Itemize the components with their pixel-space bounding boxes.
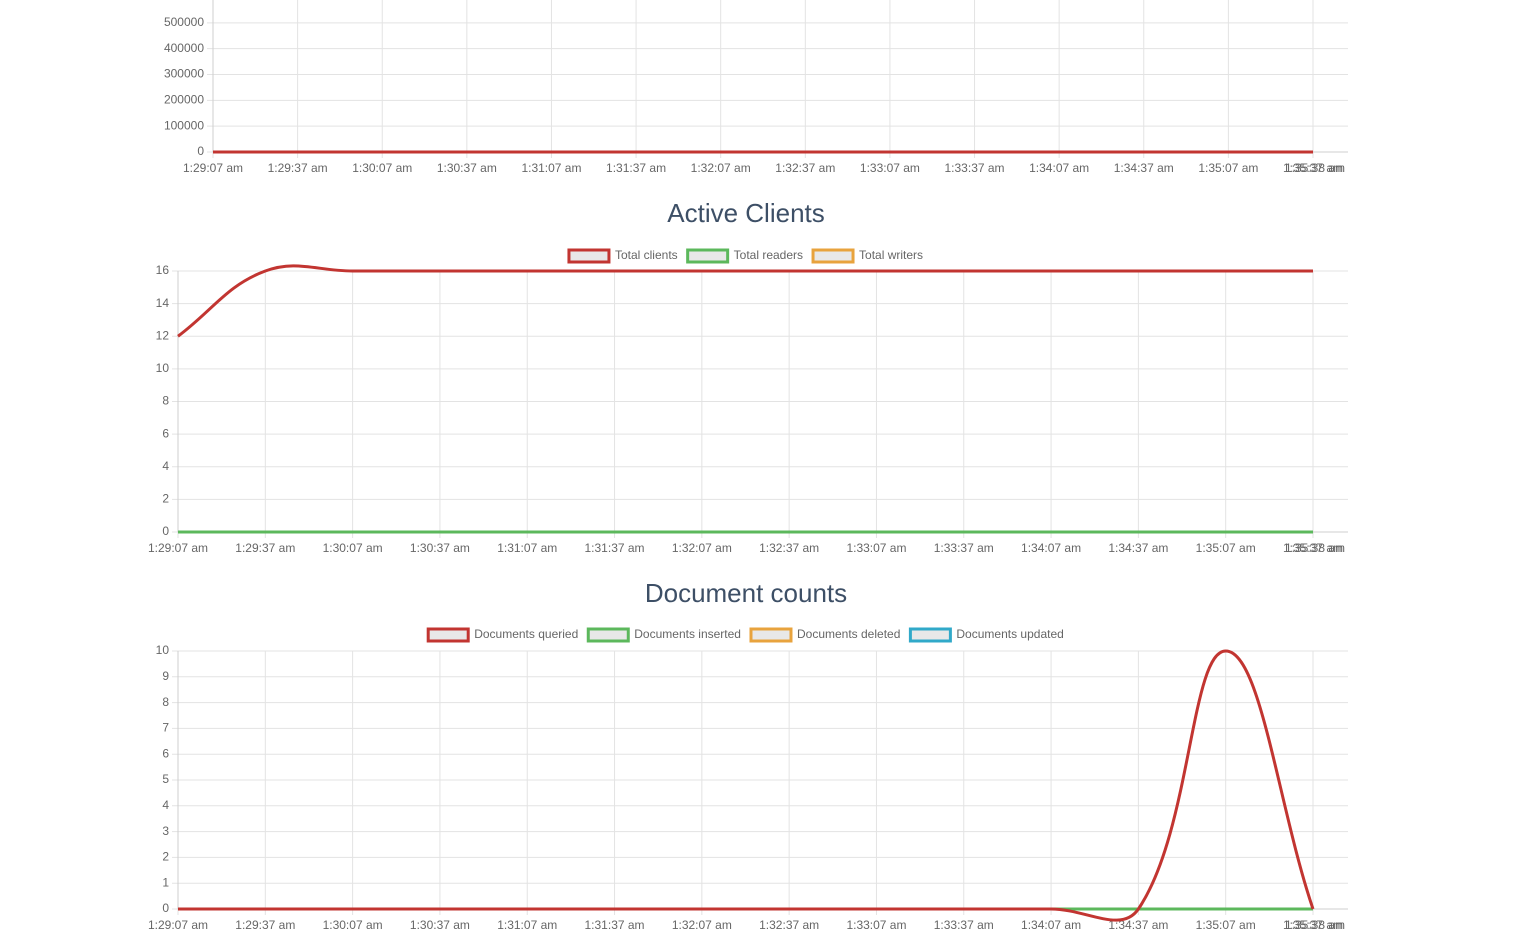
y-tick-label: 100000: [164, 118, 204, 132]
x-tick-label: 1:30:37 am: [410, 541, 470, 555]
x-tick-label: 1:30:37 am: [410, 918, 470, 932]
x-tick-label: 1:31:07 am: [521, 161, 581, 175]
x-tick-label: 1:31:37 am: [606, 161, 666, 175]
x-tick-label: 1:29:07 am: [148, 541, 208, 555]
y-tick-label: 0: [162, 901, 169, 915]
series-line: [177, 649, 1315, 922]
legend-label: Documents inserted: [634, 627, 741, 641]
x-tick-label: 1:34:37 am: [1108, 541, 1168, 555]
y-tick-label: 0: [162, 524, 169, 538]
legend-swatch: [811, 248, 855, 264]
x-tick-label: 1:32:37 am: [759, 918, 819, 932]
legend-label: Total writers: [859, 248, 923, 262]
x-tick-label: 1:29:37 am: [268, 161, 328, 175]
x-tick-label: 1:31:37 am: [585, 918, 645, 932]
x-tick-label: 1:34:37 am: [1108, 918, 1168, 932]
x-tick-label: 1:33:37 am: [934, 918, 994, 932]
y-tick-label: 14: [156, 296, 170, 310]
x-tick-label: 1:29:07 am: [148, 918, 208, 932]
x-tick-label: 1:29:37 am: [235, 541, 295, 555]
x-tick-label: 1:30:37 am: [437, 161, 497, 175]
legend-swatch: [908, 627, 952, 643]
y-tick-label: 1: [162, 875, 169, 889]
chart-title: Active Clients: [667, 198, 825, 228]
y-tick-label: 600000: [164, 0, 204, 3]
x-tick-label: 1:29:07 am: [183, 161, 243, 175]
legend-swatch: [586, 627, 630, 643]
x-tick-label: 1:30:07 am: [352, 161, 412, 175]
y-tick-label: 7: [162, 721, 169, 735]
x-tick-label: 1:35:38 am: [1285, 161, 1345, 175]
y-tick-label: 8: [162, 695, 169, 709]
y-tick-label: 300000: [164, 67, 204, 81]
x-tick-label: 1:34:07 am: [1029, 161, 1089, 175]
y-tick-label: 8: [162, 394, 169, 408]
x-tick-label: 1:30:07 am: [323, 918, 383, 932]
y-tick-label: 200000: [164, 93, 204, 107]
y-tick-label: 6: [162, 746, 169, 760]
x-tick-label: 1:33:07 am: [860, 161, 920, 175]
y-tick-label: 4: [162, 798, 169, 812]
x-tick-label: 1:35:07 am: [1196, 918, 1256, 932]
x-tick-label: 1:32:07 am: [672, 918, 732, 932]
legend-label: Documents deleted: [797, 627, 900, 641]
legend-label: Total clients: [615, 248, 678, 262]
legend-swatch: [686, 248, 730, 264]
y-tick-label: 5: [162, 772, 169, 786]
x-tick-label: 1:33:07 am: [846, 541, 906, 555]
y-tick-label: 400000: [164, 41, 204, 55]
x-tick-label: 1:35:07 am: [1196, 541, 1256, 555]
legend-swatch: [426, 627, 470, 643]
x-tick-label: 1:35:37 am: [1283, 161, 1343, 175]
x-tick-label: 1:32:07 am: [691, 161, 751, 175]
y-tick-label: 3: [162, 824, 169, 838]
x-tick-label: 1:33:37 am: [934, 541, 994, 555]
y-tick-label: 2: [162, 492, 169, 506]
y-tick-label: 9: [162, 669, 169, 683]
x-tick-label: 1:34:07 am: [1021, 541, 1081, 555]
y-tick-label: 0: [197, 144, 204, 158]
y-tick-label: 4: [162, 459, 169, 473]
y-tick-label: 6: [162, 426, 169, 440]
x-tick-label: 1:32:37 am: [759, 541, 819, 555]
y-tick-label: 12: [156, 328, 170, 342]
x-tick-label: 1:30:07 am: [323, 541, 383, 555]
series-line: [177, 264, 1313, 338]
y-tick-label: 10: [156, 361, 170, 375]
x-tick-label: 1:35:37 am: [1283, 541, 1343, 555]
x-tick-label: 1:33:37 am: [945, 161, 1005, 175]
legend-label: Total readers: [734, 248, 803, 262]
y-tick-label: 10: [156, 643, 170, 657]
x-tick-label: 1:32:07 am: [672, 541, 732, 555]
x-tick-label: 1:34:37 am: [1114, 161, 1174, 175]
x-tick-label: 1:31:07 am: [497, 918, 557, 932]
y-tick-label: 16: [156, 263, 170, 277]
x-tick-label: 1:35:37 am: [1283, 918, 1343, 932]
y-tick-label: 2: [162, 850, 169, 864]
y-tick-label: 500000: [164, 15, 204, 29]
x-tick-label: 1:32:37 am: [775, 161, 835, 175]
x-tick-label: 1:35:07 am: [1198, 161, 1258, 175]
legend-label: Documents updated: [956, 627, 1063, 641]
x-tick-label: 1:29:37 am: [235, 918, 295, 932]
x-tick-label: 1:33:07 am: [846, 918, 906, 932]
legend-swatch: [567, 248, 611, 264]
x-tick-label: 1:31:37 am: [585, 541, 645, 555]
x-tick-label: 1:34:07 am: [1021, 918, 1081, 932]
chart-title: Document counts: [645, 578, 847, 608]
x-tick-label: 1:35:38 am: [1285, 918, 1345, 932]
x-tick-label: 1:31:07 am: [497, 541, 557, 555]
legend-label: Documents queried: [474, 627, 578, 641]
x-tick-label: 1:35:38 am: [1285, 541, 1345, 555]
legend-swatch: [749, 627, 793, 643]
